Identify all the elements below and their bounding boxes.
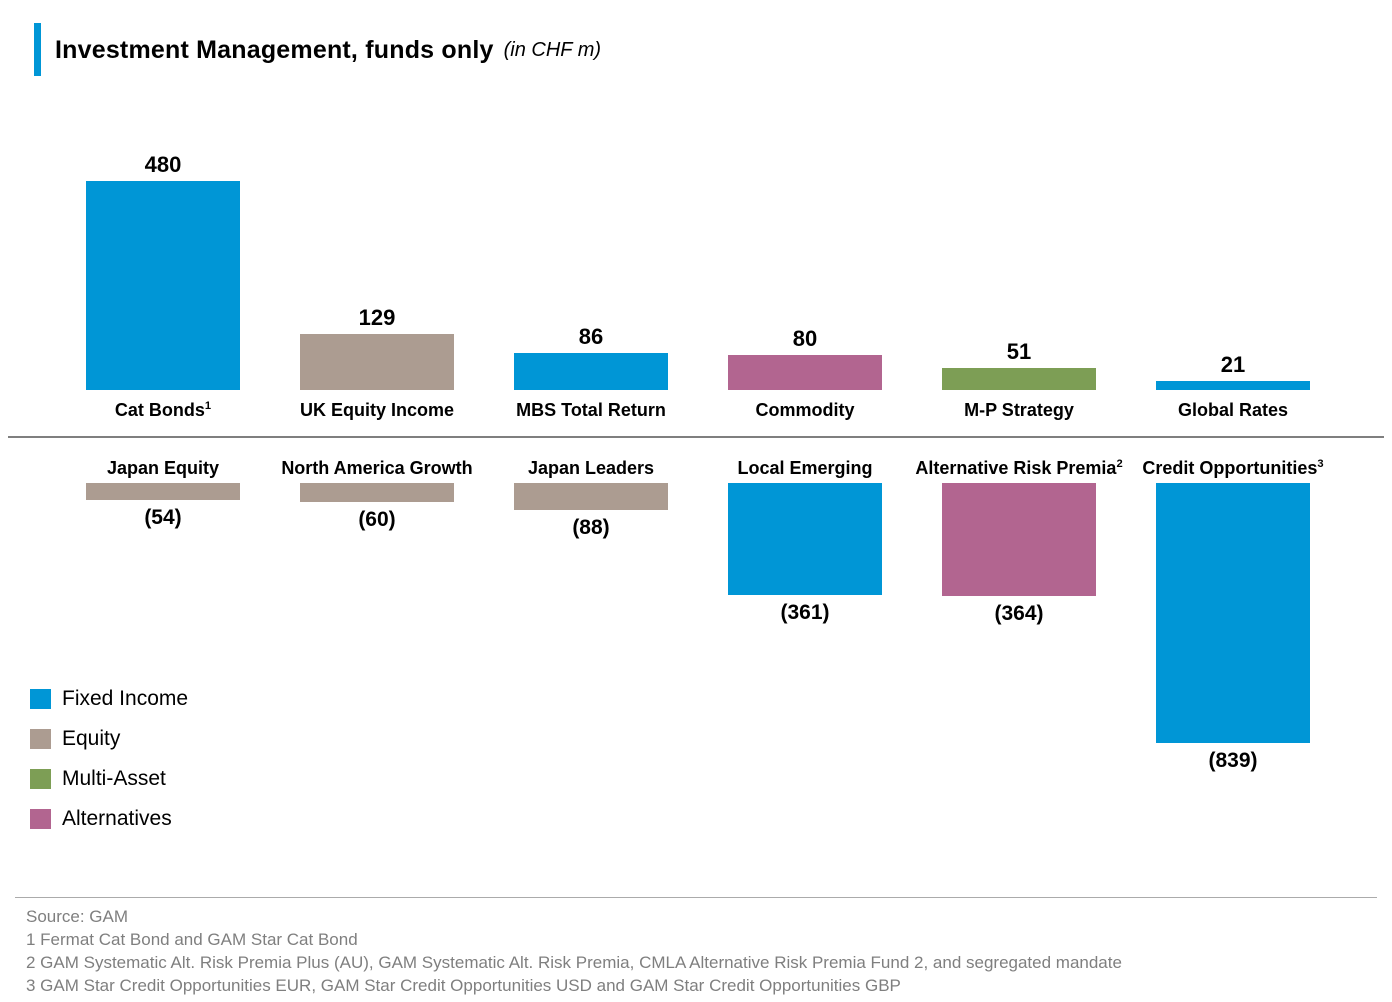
bar-category-label-japan-leaders: Japan Leaders <box>527 458 655 478</box>
bar-category-label-cat-bonds: Cat Bonds1 <box>114 400 212 420</box>
footnote-3: 3 GAM Star Credit Opportunities EUR, GAM… <box>26 976 901 995</box>
bar-category-label-north-america-growth: North America Growth <box>281 458 473 478</box>
bar-category-label-local-emerging: Local Emerging <box>737 458 873 478</box>
bar-category-label-commodity: Commodity <box>755 400 855 420</box>
page-title-unit-note: (in CHF m) <box>503 38 602 61</box>
bars-above-axis-row: 480 129 86 80 51 21 <box>56 100 1340 390</box>
category-labels-above-axis: Cat Bonds1 UK Equity Income MBS Total Retu… <box>56 400 1340 421</box>
bar-north-america-growth <box>300 483 454 502</box>
chart-column-japan-leaders: Japan Leaders (88) <box>484 457 698 540</box>
bar-category-label-japan-equity: Japan Equity <box>106 458 220 478</box>
chart-column-cat-bonds: 480 <box>56 152 270 390</box>
bar-commodity <box>728 355 882 390</box>
bar-value-label: (361) <box>780 601 830 624</box>
legend-item-alternatives: Alternatives <box>30 806 188 831</box>
bar-value-label: 80 <box>792 326 818 351</box>
legend-swatch-multi-asset <box>30 768 51 789</box>
bar-category-label-m-p-strategy: M-P Strategy <box>964 400 1074 420</box>
legend-item-fixed-income: Fixed Income <box>30 686 188 711</box>
bars-below-axis-row: Japan Equity (54) North America Growth (60)… <box>56 457 1340 773</box>
bar-m-p-strategy <box>942 368 1096 390</box>
bar-value-label: (54) <box>144 506 182 529</box>
footnote-reference: 3 <box>1317 458 1324 470</box>
footnote-1: 1 Fermat Cat Bond and GAM Star Cat Bond <box>26 930 358 949</box>
bar-category-label-uk-equity-income: UK Equity Income <box>299 400 455 420</box>
chart-column-credit-opportunities: Credit Opportunities3 (839) <box>1126 457 1340 773</box>
bar-uk-equity-income <box>300 334 454 390</box>
bar-japan-equity <box>86 483 240 500</box>
title-row: Investment Management, funds only (in CH… <box>55 27 601 73</box>
bar-value-label: 480 <box>144 152 182 177</box>
bar-value-label: (88) <box>572 516 610 539</box>
bar-value-label: 129 <box>358 305 396 330</box>
chart-column-north-america-growth: North America Growth (60) <box>270 457 484 532</box>
chart-column-alternative-risk-premia: Alternative Risk Premia2 (364) <box>912 457 1126 626</box>
bar-value-label: (364) <box>994 602 1044 625</box>
footer-divider-line <box>15 897 1377 898</box>
footnote-reference: 1 <box>204 400 212 412</box>
legend-swatch-fixed-income <box>30 688 51 709</box>
chart-column-global-rates: 21 <box>1126 352 1340 390</box>
footnote-2: 2 GAM Systematic Alt. Risk Premia Plus (… <box>26 953 1122 972</box>
chart-column-local-emerging: Local Emerging (361) <box>698 457 912 625</box>
bar-value-label: 51 <box>1006 339 1032 364</box>
source-note: Source: GAM <box>26 907 129 926</box>
chart-column-mbs-total-return: 86 <box>484 324 698 390</box>
chart-column-m-p-strategy: 51 <box>912 339 1126 390</box>
chart-column-commodity: 80 <box>698 326 912 390</box>
legend-swatch-equity <box>30 728 51 749</box>
bar-category-label-alternative-risk-premia: Alternative Risk Premia2 <box>915 458 1123 478</box>
bar-mbs-total-return <box>514 353 668 390</box>
bar-category-label-global-rates: Global Rates <box>1177 400 1289 420</box>
bar-value-label: 86 <box>578 324 604 349</box>
page-title: Investment Management, funds only <box>55 35 494 64</box>
bar-cat-bonds <box>86 181 240 390</box>
bar-category-label-mbs-total-return: MBS Total Return <box>516 400 666 420</box>
bar-value-label: 21 <box>1220 352 1246 377</box>
bar-category-label-credit-opportunities: Credit Opportunities3 <box>1142 458 1324 478</box>
bar-credit-opportunities <box>1156 483 1310 743</box>
footnote-reference: 2 <box>1116 458 1123 470</box>
chart-legend: Fixed Income Equity Multi-Asset Alternative… <box>30 686 188 846</box>
legend-item-multi-asset: Multi-Asset <box>30 766 188 791</box>
legend-label: Fixed Income <box>62 686 189 710</box>
bar-value-label: (60) <box>358 508 396 531</box>
bar-value-label: (839) <box>1208 749 1258 772</box>
legend-label: Equity <box>62 726 121 750</box>
bar-local-emerging <box>728 483 882 595</box>
legend-label: Multi-Asset <box>62 766 166 790</box>
zero-axis-line <box>8 436 1384 438</box>
bar-alternative-risk-premia <box>942 483 1096 596</box>
legend-label: Alternatives <box>62 806 172 830</box>
chart-column-uk-equity-income: 129 <box>270 305 484 390</box>
chart-column-japan-equity: Japan Equity (54) <box>56 457 270 530</box>
bar-japan-leaders <box>514 483 668 510</box>
legend-item-equity: Equity <box>30 726 188 751</box>
title-accent-bar <box>34 23 41 76</box>
legend-swatch-alternatives <box>30 808 51 829</box>
bar-global-rates <box>1156 381 1310 390</box>
footer: Source: GAM 1 Fermat Cat Bond and GAM St… <box>26 905 1122 997</box>
